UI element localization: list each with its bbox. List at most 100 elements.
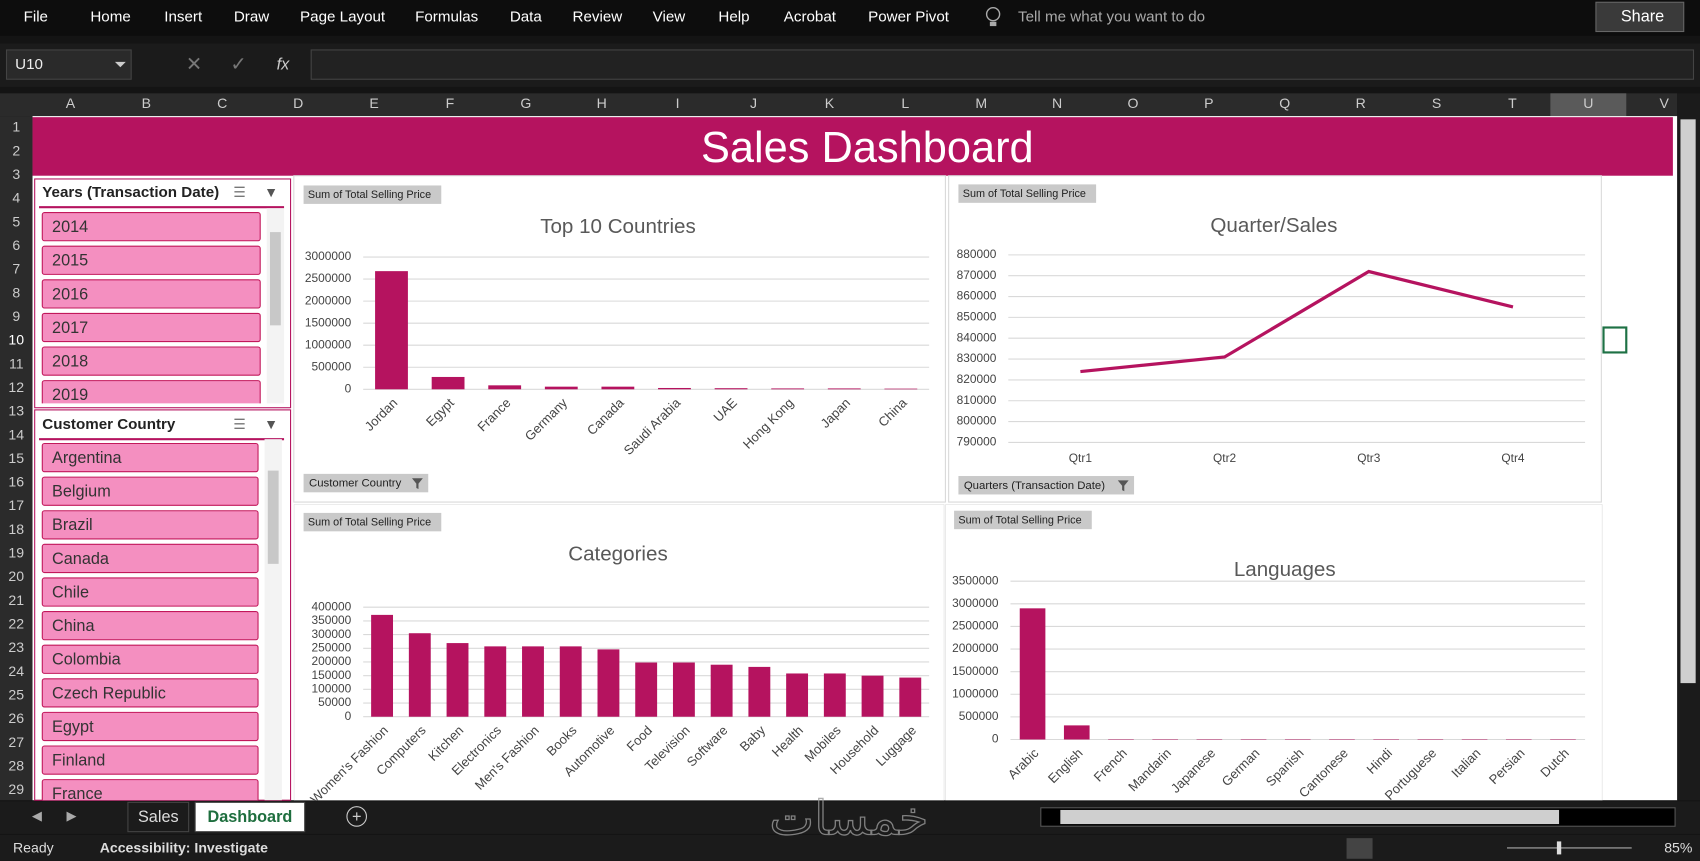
y-tick-label: 150000 bbox=[312, 668, 352, 682]
slicer-title: Years (Transaction Date) bbox=[42, 184, 219, 201]
row-header: 25 bbox=[8, 686, 24, 702]
bar bbox=[884, 388, 918, 390]
bar bbox=[827, 388, 861, 390]
bar bbox=[559, 646, 582, 717]
chart-title: Categories bbox=[568, 543, 668, 566]
ribbon-bar bbox=[0, 0, 1700, 36]
sheet-tab-label: Sales bbox=[138, 808, 179, 826]
y-tick-label: 2000000 bbox=[305, 293, 352, 307]
bar bbox=[823, 673, 846, 717]
zoom-thumb[interactable] bbox=[1556, 841, 1562, 855]
menu-item[interactable]: Home bbox=[90, 8, 130, 25]
menu-item[interactable]: Data bbox=[510, 8, 543, 25]
share-button[interactable] bbox=[1595, 1, 1685, 33]
x-tick-label: Qtr2 bbox=[1213, 451, 1237, 465]
prev-sheet[interactable]: ◀ bbox=[32, 808, 42, 823]
menu-item[interactable]: File bbox=[24, 8, 48, 25]
bar bbox=[371, 614, 394, 717]
field-button-label: Sum of Total Selling Price bbox=[308, 189, 431, 201]
y-tick-label: 800000 bbox=[957, 414, 997, 428]
row-header: 11 bbox=[9, 355, 24, 371]
bar bbox=[748, 666, 771, 717]
lightbulb-base bbox=[989, 21, 997, 27]
zoom-level[interactable]: 85% bbox=[1664, 840, 1693, 856]
slicer-item[interactable] bbox=[41, 711, 259, 742]
filter-button[interactable] bbox=[303, 473, 429, 493]
row-header: 21 bbox=[8, 592, 24, 608]
slicer-item[interactable] bbox=[41, 346, 261, 376]
y-tick-label: 1000000 bbox=[305, 337, 352, 351]
next-sheet[interactable]: ▶ bbox=[67, 808, 77, 823]
slicer-item[interactable] bbox=[41, 279, 261, 309]
slicer-item[interactable] bbox=[41, 510, 259, 540]
slicer-item[interactable] bbox=[41, 212, 261, 242]
y-tick-label: 350000 bbox=[312, 613, 352, 627]
field-button[interactable] bbox=[958, 184, 1097, 203]
multi-select-icon[interactable]: ☰ bbox=[233, 184, 246, 200]
accessibility-status[interactable]: Accessibility: Investigate bbox=[100, 840, 268, 856]
slicer-item[interactable] bbox=[41, 476, 259, 506]
column-header: C bbox=[217, 95, 227, 111]
row-header: 28 bbox=[8, 757, 24, 773]
search-box[interactable]: Tell me what you want to do bbox=[1018, 8, 1205, 25]
field-button[interactable] bbox=[954, 510, 1092, 530]
multi-select-icon[interactable]: ☰ bbox=[233, 416, 246, 432]
menu-item[interactable]: Help bbox=[718, 8, 749, 25]
menu-item[interactable]: Formulas bbox=[415, 8, 479, 25]
clear-filter-icon[interactable]: ▼ bbox=[264, 184, 278, 200]
clear-filter-icon[interactable]: ▼ bbox=[264, 416, 278, 432]
scroll-thumb[interactable] bbox=[1680, 119, 1696, 684]
slicer-item-label: 2017 bbox=[52, 319, 88, 337]
bar bbox=[714, 388, 748, 390]
formula-input[interactable] bbox=[310, 49, 1695, 80]
row-header: 8 bbox=[12, 284, 20, 300]
function-icon[interactable]: fx bbox=[277, 55, 291, 73]
bar bbox=[672, 662, 695, 717]
menu-item[interactable]: Review bbox=[573, 8, 623, 25]
slicer-item[interactable] bbox=[41, 245, 261, 275]
row-header: 13 bbox=[8, 403, 24, 419]
sheet-tab[interactable] bbox=[127, 801, 190, 833]
slicer-scroll-thumb[interactable] bbox=[269, 232, 281, 326]
chart: Sum of Total Selling Price Top 10 Countri… bbox=[293, 175, 946, 503]
sheet-tab[interactable] bbox=[194, 801, 306, 833]
slicer-item[interactable] bbox=[41, 779, 259, 808]
row-header: 9 bbox=[12, 308, 20, 324]
menu-item[interactable]: View bbox=[653, 8, 686, 25]
hscroll-thumb[interactable] bbox=[1060, 809, 1560, 825]
row-header: 4 bbox=[12, 190, 20, 206]
column-header: L bbox=[901, 95, 909, 111]
name-box[interactable] bbox=[5, 49, 132, 80]
column-header: O bbox=[1127, 95, 1138, 111]
menu-item[interactable]: Acrobat bbox=[784, 8, 837, 25]
field-button[interactable] bbox=[303, 512, 442, 532]
slicer-item[interactable] bbox=[41, 745, 259, 775]
slicer-scroll-thumb[interactable] bbox=[267, 470, 279, 564]
add-sheet[interactable] bbox=[346, 806, 367, 827]
slicer-item-label: Belgium bbox=[52, 483, 111, 501]
slicer-item[interactable] bbox=[41, 577, 259, 607]
slicer-item[interactable] bbox=[41, 312, 261, 343]
menu-item[interactable]: Page Layout bbox=[300, 8, 386, 25]
chart-area bbox=[945, 504, 1603, 801]
menu-item[interactable]: Draw bbox=[234, 8, 269, 25]
menu-item[interactable]: Power Pivot bbox=[868, 8, 950, 25]
status-bar bbox=[0, 834, 1700, 861]
filter-button[interactable] bbox=[958, 476, 1135, 495]
y-tick-label: 1500000 bbox=[952, 664, 999, 678]
slicer-item[interactable] bbox=[41, 442, 259, 473]
normal-view[interactable] bbox=[1346, 838, 1373, 859]
slicer-item[interactable] bbox=[41, 678, 259, 708]
bar bbox=[597, 649, 620, 717]
slicer-item[interactable] bbox=[41, 380, 261, 409]
x-tick-label: Qtr1 bbox=[1069, 451, 1093, 465]
row-header: 1 bbox=[12, 119, 20, 135]
row-header: 2 bbox=[12, 142, 20, 158]
slicer-item[interactable] bbox=[41, 644, 259, 674]
slicer-item[interactable] bbox=[41, 543, 259, 574]
slicer-item[interactable] bbox=[41, 611, 259, 641]
menu-item[interactable]: Insert bbox=[164, 8, 203, 25]
field-button-label: Sum of Total Selling Price bbox=[963, 188, 1086, 200]
field-button[interactable] bbox=[303, 185, 442, 204]
